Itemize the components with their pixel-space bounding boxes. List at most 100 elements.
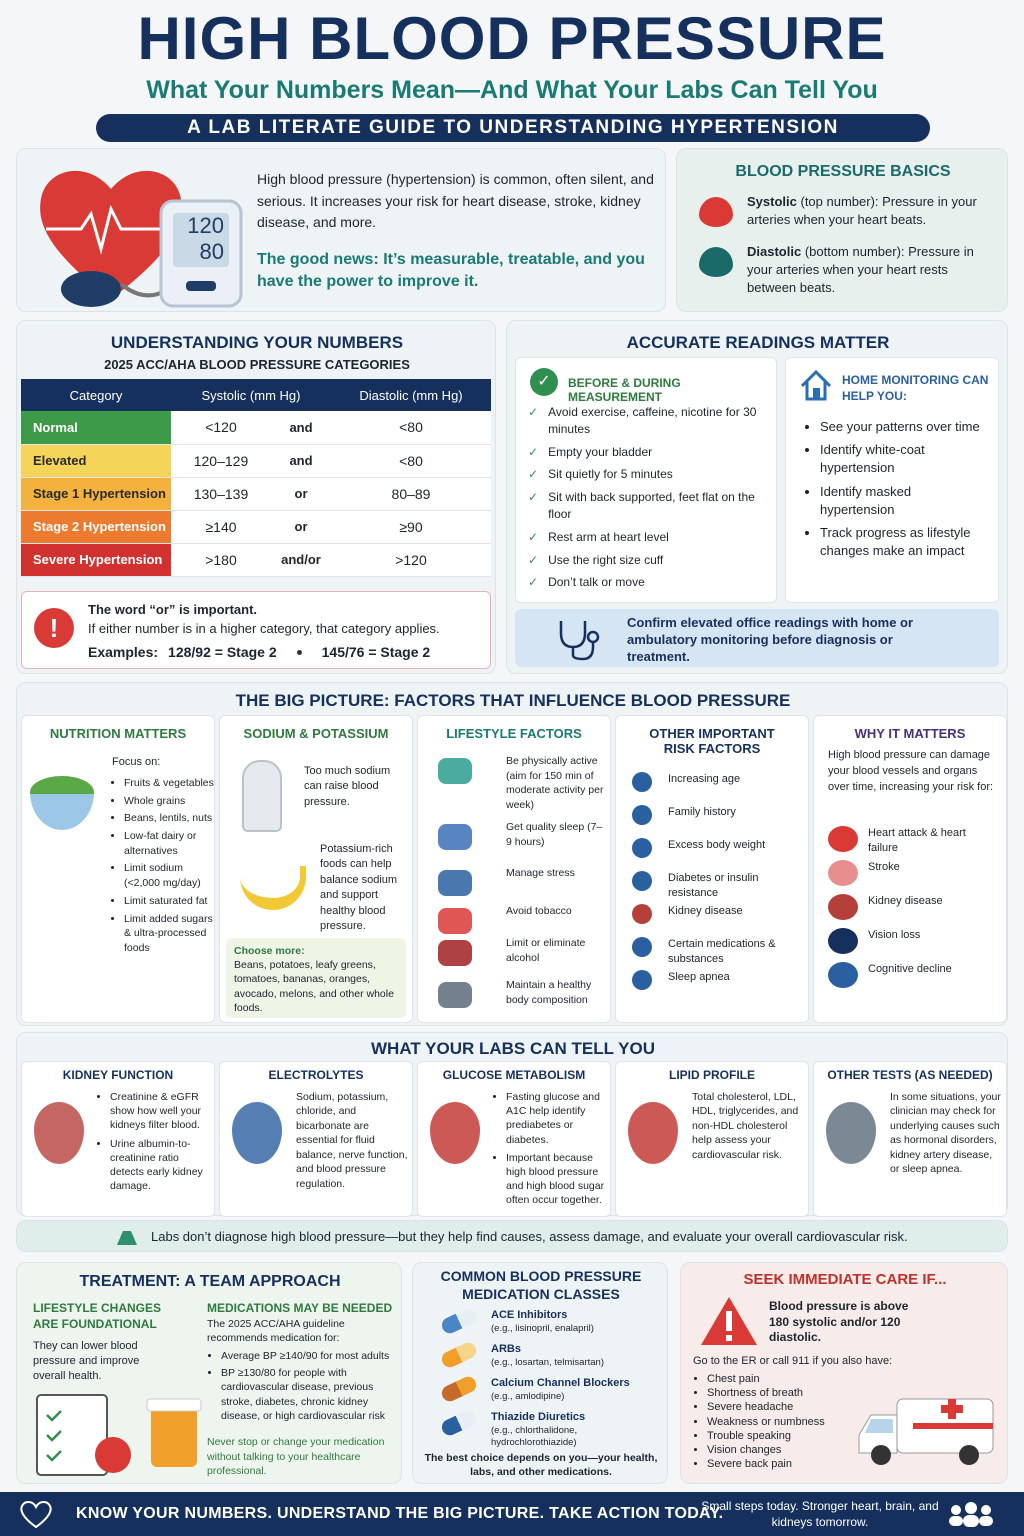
care-item: Vision changes <box>707 1444 853 1457</box>
lab-title: LIPID PROFILE <box>668 1068 755 1082</box>
ambulance-illustration <box>858 1398 994 1465</box>
lifestyle-item: Avoid tobacco <box>506 905 572 917</box>
meds-list: Average BP ≥140/90 for most adults BP ≥13… <box>207 1349 399 1426</box>
nutrition-item: Low-fat dairy or alternatives <box>124 829 214 858</box>
choose-box: Choose more: Beans, potatoes, leafy green… <box>226 938 406 1018</box>
alert-icon: ! <box>34 608 74 648</box>
nutrition-item: Beans, lentils, nuts <box>124 811 214 826</box>
meds-intro: The 2025 ACC/AHA guideline recommends me… <box>207 1318 345 1345</box>
labs-note: Labs don’t diagnose high blood pressure—… <box>16 1220 1008 1252</box>
table-row: Stage 2 Hypertension ≥140 or ≥90 <box>21 510 491 544</box>
lab-title: GLUCOSE METABOLISM <box>442 1068 586 1082</box>
note-box: ! The word “or” is important. If either … <box>21 591 491 669</box>
cell: >180 <box>171 543 271 577</box>
column-title: SODIUM & POTASSIUM <box>243 726 389 741</box>
cell: 130–139 <box>171 477 271 511</box>
meds-title: MEDICATIONS MAY BE NEEDED <box>207 1301 393 1315</box>
potassium-text: Potassium-rich foods can help balance so… <box>320 843 398 932</box>
care-item: Trouble speaking <box>707 1430 853 1443</box>
footer-tagline: Small steps today. Stronger heart, brain… <box>701 1499 939 1530</box>
focus-label: Focus on: <box>112 756 161 768</box>
medications-title: COMMON BLOOD PRESSURE MEDICATION CLASSES <box>440 1268 642 1303</box>
before-list: ✓ Avoid exercise, caffeine, nicotine for … <box>528 404 768 597</box>
lab-text: Total cholesterol, LDL, HDL, triglycerid… <box>692 1091 799 1161</box>
lab-icon <box>430 1102 480 1164</box>
lab-panel: OTHER TESTS (AS NEEDED) In some situation… <box>813 1061 1007 1217</box>
home-list: See your patterns over time Identify whit… <box>806 418 986 565</box>
lab-title: KIDNEY FUNCTION <box>62 1068 174 1082</box>
basics-item: Diastolic (bottom number): Pressure in y… <box>747 243 997 298</box>
cell: and <box>271 444 331 478</box>
treatment-illustration <box>36 1394 202 1476</box>
cell: <80 <box>331 411 491 445</box>
header-cell: Diastolic (mm Hg) <box>331 379 491 411</box>
basics-panel: BLOOD PRESSURE BASICS Systolic (top numb… <box>676 148 1008 312</box>
lab-panel: GLUCOSE METABOLISM Fasting glucose and A1… <box>417 1061 611 1217</box>
medication-name: Thiazide Diuretics <box>491 1411 586 1423</box>
lab-item: Important because high blood pressure an… <box>506 1151 608 1208</box>
lifestyle-icon <box>438 908 472 934</box>
check-item: ✓ Avoid exercise, caffeine, nicotine for … <box>528 404 768 438</box>
risk-item: Certain medications & substances <box>668 938 776 965</box>
category: Stage 1 Hypertension <box>21 477 171 511</box>
care-item: Weakness or numbness <box>707 1416 853 1429</box>
lifestyle-icon <box>438 758 472 784</box>
separator <box>296 649 302 655</box>
lifestyle-item: Get quality sleep (7–9 hours) <box>506 821 603 848</box>
risk-icon <box>632 838 652 858</box>
confirm-text: Confirm elevated office readings with ho… <box>627 615 914 664</box>
item-text: Avoid exercise, caffeine, nicotine for 3… <box>548 405 757 436</box>
pill-icon <box>439 1408 479 1438</box>
header-cell: Category <box>21 379 171 411</box>
lifestyle-item: Be physically active (aim for 150 min of… <box>506 755 604 812</box>
accurate-panel: ACCURATE READINGS MATTER ✓ BEFORE & DURI… <box>506 320 1008 674</box>
lab-title: ELECTROLYTES <box>268 1068 364 1082</box>
check-item: ✓ Sit quietly for 5 minutes <box>528 466 768 483</box>
cell: and <box>271 411 331 445</box>
item-text: Empty your bladder <box>548 444 653 459</box>
risk-icon <box>632 937 652 957</box>
footer-heart <box>20 1501 52 1528</box>
care-item: Shortness of breath <box>707 1387 853 1400</box>
column-title: OTHER IMPORTANT RISK FACTORS <box>649 726 775 756</box>
lab-text: Sodium, potassium, chloride, and bicarbo… <box>296 1091 408 1190</box>
term: Systolic <box>747 194 797 209</box>
meds-item: Average BP ≥140/90 for most adults <box>221 1349 399 1363</box>
nutrition-item: Limit added sugars & ultra-processed foo… <box>124 912 214 956</box>
lab-item: Urine albumin-to-creatinine ratio detect… <box>110 1137 212 1194</box>
sodium-text: Too much sodium can raise blood pressure… <box>304 765 391 808</box>
table-row: Severe Hypertension >180 and/or >120 <box>21 543 491 577</box>
heart-monitor-illustration: 120 80 <box>40 170 243 308</box>
care-intro: Go to the ER or call 911 if you also hav… <box>693 1355 893 1367</box>
definition: (bottom number): Pressure in your arteri… <box>747 244 974 296</box>
why-text: High blood pressure can damage your bloo… <box>828 749 994 793</box>
definition: (top number): Pressure in your arteries … <box>747 194 977 228</box>
lab-item: Fasting glucose and A1C help identify pr… <box>506 1090 608 1147</box>
cell: <120 <box>171 411 271 445</box>
home-item: Track progress as lifestyle changes make… <box>820 524 986 560</box>
home-item: Identify masked hypertension <box>820 483 986 519</box>
check-mark: ✓ <box>528 552 539 567</box>
lifestyle-item: Maintain a healthy body composition <box>506 979 592 1006</box>
check-mark: ✓ <box>528 490 539 505</box>
lifestyle-text: They can lower blood pressure and improv… <box>33 1340 140 1382</box>
why-icon <box>828 962 858 988</box>
cell: and/or <box>271 543 331 577</box>
monitor-diastolic: 80 <box>200 239 224 264</box>
why-icon <box>828 894 858 920</box>
table-row: Elevated 120–129 and <80 <box>21 444 491 478</box>
factor-column: LIFESTYLE FACTORS Be physically active (a… <box>417 715 611 1023</box>
care-list: Chest painShortness of breathSevere head… <box>693 1373 853 1472</box>
medication-examples: (e.g., amlodipine) <box>491 1391 565 1402</box>
factor-column: OTHER IMPORTANT RISK FACTORS Increasing a… <box>615 715 809 1023</box>
numbers-title: UNDERSTANDING YOUR NUMBERS <box>110 333 404 352</box>
lab-title: OTHER TESTS (AS NEEDED) <box>827 1068 993 1082</box>
footer-slogan: KNOW YOUR NUMBERS. UNDERSTAND THE BIG PI… <box>76 1505 724 1522</box>
meds-item: BP ≥130/80 for people with cardiovascula… <box>221 1366 399 1423</box>
check-mark: ✓ <box>528 529 539 544</box>
care-item: Chest pain <box>707 1373 853 1386</box>
lab-text: In some situations, your clinician may c… <box>890 1091 1001 1176</box>
why-item: Stroke <box>868 861 900 873</box>
lab-icon <box>826 1102 876 1164</box>
nutrition-list: Fruits & vegetables Whole grains Beans, le… <box>110 776 214 959</box>
